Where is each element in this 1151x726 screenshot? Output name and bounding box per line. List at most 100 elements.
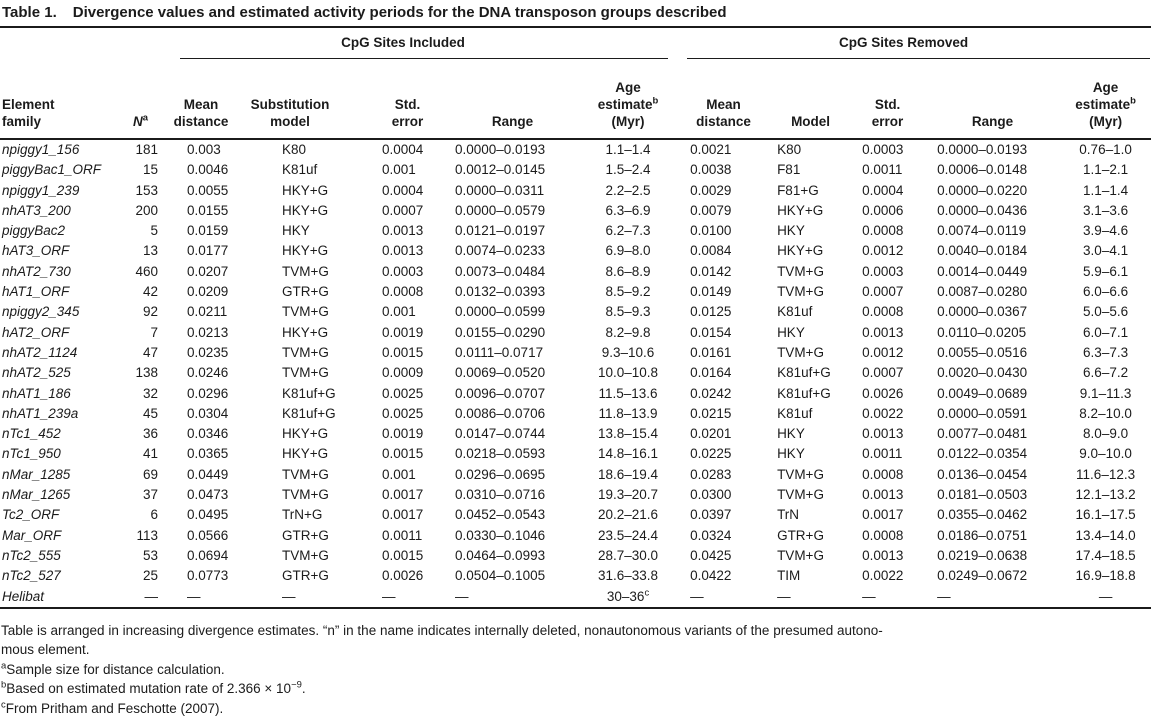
cell-inc-age-estimate: 6.3–6.9 bbox=[605, 202, 651, 218]
cell-rem-std-error: 0.0003 bbox=[862, 263, 904, 279]
cell-rem-age-estimate: 1.1–2.1 bbox=[1083, 162, 1129, 178]
cell-inc-age-estimate: 28.7–30.0 bbox=[598, 547, 659, 563]
col-header-mean-distance-included: Mean distance bbox=[162, 59, 240, 140]
cell-inc-age-estimate: 30–36c bbox=[606, 587, 650, 604]
cell-inc-age-estimate: 6.2–7.3 bbox=[605, 223, 651, 239]
cell-inc-std-error: 0.001 bbox=[382, 162, 416, 178]
cell-rem-age-estimate: 6.0–6.6 bbox=[1083, 284, 1129, 300]
cell-rem-mean-distance: 0.0324 bbox=[690, 527, 732, 543]
cell-rem-mean-distance: 0.0242 bbox=[690, 385, 732, 401]
col-header-range-removed: Range bbox=[925, 59, 1061, 140]
cell-rem-age-estimate: 8.2–10.0 bbox=[1079, 405, 1132, 421]
cell-rem-std-error: 0.0011 bbox=[862, 446, 903, 462]
cell-rem-model: GTR+G bbox=[777, 527, 824, 543]
cell-element-family: npiggy2_345 bbox=[2, 304, 80, 320]
cell-inc-substitution-model: TVM+G bbox=[282, 365, 329, 381]
cell-rem-age-estimate: 0.76–1.0 bbox=[1079, 142, 1132, 157]
cell-rem-model: TVM+G bbox=[777, 344, 824, 360]
cell-rem-range: 0.0000–0.0193 bbox=[937, 142, 1028, 157]
cell-inc-std-error: 0.0004 bbox=[382, 142, 424, 157]
cell-n: 7 bbox=[150, 324, 158, 340]
table-row: piggyBac1_ORF 15 0.0046 K81uf 0.001 0.0012–0.… bbox=[0, 160, 1151, 180]
cell-inc-substitution-model: GTR+G bbox=[282, 568, 329, 584]
cell-rem-range: 0.0000–0.0591 bbox=[937, 405, 1028, 421]
cell-inc-std-error: 0.0026 bbox=[382, 568, 424, 584]
cell-rem-range: 0.0000–0.0367 bbox=[937, 304, 1028, 320]
table-row: nTc2_555 53 0.0694 TVM+G 0.0015 0.0464–0.0993… bbox=[0, 546, 1151, 566]
cell-inc-substitution-model: HKY+G bbox=[282, 243, 329, 259]
cell-element-family: nTc2_555 bbox=[2, 547, 61, 563]
cell-n: 42 bbox=[142, 284, 158, 300]
table-row: hAT3_ORF 13 0.0177 HKY+G 0.0013 0.0074–0.0233… bbox=[0, 241, 1151, 261]
cell-inc-std-error: 0.0015 bbox=[382, 446, 424, 462]
cell-rem-mean-distance: 0.0161 bbox=[690, 344, 732, 360]
cell-inc-age-estimate: 31.6–33.8 bbox=[598, 568, 659, 584]
cell-inc-range: 0.0121–0.0197 bbox=[455, 223, 546, 239]
cell-rem-model: HKY+G bbox=[777, 243, 824, 259]
cell-inc-substitution-model: HKY+G bbox=[282, 324, 329, 340]
cell-inc-mean-distance: 0.0495 bbox=[187, 507, 229, 523]
cell-inc-std-error: 0.0008 bbox=[382, 284, 424, 300]
cell-rem-mean-distance: 0.0425 bbox=[690, 547, 732, 563]
col-header-element-family: Element family bbox=[0, 59, 118, 140]
cell-rem-age-estimate: 12.1–13.2 bbox=[1075, 487, 1136, 503]
cell-rem-range: 0.0049–0.0689 bbox=[937, 385, 1028, 401]
cell-inc-mean-distance: 0.0694 bbox=[187, 547, 229, 563]
cell-inc-substitution-model: HKY+G bbox=[282, 202, 329, 218]
cell-inc-range: 0.0310–0.0716 bbox=[455, 487, 546, 503]
cell-rem-model: F81+G bbox=[777, 182, 819, 198]
cell-inc-substitution-model: HKY bbox=[282, 223, 310, 239]
cell-inc-range: — bbox=[455, 588, 469, 604]
cell-rem-model: HKY bbox=[777, 446, 805, 462]
cell-inc-age-estimate: 20.2–21.6 bbox=[598, 507, 659, 523]
table-row: nhAT3_200 200 0.0155 HKY+G 0.0007 0.0000–0.05… bbox=[0, 201, 1151, 221]
cell-rem-std-error: 0.0008 bbox=[862, 466, 904, 482]
cell-inc-mean-distance: 0.0346 bbox=[187, 426, 229, 442]
cell-rem-mean-distance: 0.0084 bbox=[690, 243, 732, 259]
cell-inc-range: 0.0000–0.0579 bbox=[455, 202, 546, 218]
cell-inc-age-estimate: 8.5–9.3 bbox=[605, 304, 651, 320]
cell-inc-std-error: 0.0015 bbox=[382, 547, 424, 563]
cell-inc-range: 0.0086–0.0706 bbox=[455, 405, 546, 421]
cell-rem-mean-distance: 0.0154 bbox=[690, 324, 732, 340]
cell-rem-range: 0.0219–0.0638 bbox=[937, 547, 1028, 563]
cell-rem-age-estimate: 9.1–11.3 bbox=[1079, 385, 1132, 401]
cell-element-family: nhAT1_186 bbox=[2, 385, 71, 401]
cell-inc-age-estimate: 11.5–13.6 bbox=[598, 385, 658, 401]
cell-rem-mean-distance: 0.0125 bbox=[690, 304, 732, 320]
table-row: nTc1_452 36 0.0346 HKY+G 0.0019 0.0147–0.0744… bbox=[0, 424, 1151, 444]
cell-rem-age-estimate: 3.9–4.6 bbox=[1083, 223, 1129, 239]
cell-inc-age-estimate: 19.3–20.7 bbox=[598, 487, 659, 503]
cell-rem-model: TVM+G bbox=[777, 284, 824, 300]
cell-inc-mean-distance: 0.003 bbox=[187, 142, 221, 157]
footnotes: Table is arranged in increasing divergen… bbox=[0, 621, 1151, 719]
cell-inc-substitution-model: — bbox=[282, 588, 296, 604]
cell-rem-age-estimate: 1.1–1.4 bbox=[1083, 182, 1129, 198]
cell-n: 36 bbox=[142, 426, 158, 442]
cell-rem-model: HKY bbox=[777, 324, 805, 340]
cell-rem-mean-distance: 0.0038 bbox=[690, 162, 732, 178]
table-row: hAT1_ORF 42 0.0209 GTR+G 0.0008 0.0132–0.0393… bbox=[0, 282, 1151, 302]
cell-inc-mean-distance: 0.0055 bbox=[187, 182, 229, 198]
cell-element-family: nTc1_452 bbox=[2, 426, 61, 442]
cell-element-family: hAT3_ORF bbox=[2, 243, 70, 259]
cell-rem-age-estimate: 8.0–9.0 bbox=[1083, 426, 1129, 442]
cell-inc-range: 0.0464–0.0993 bbox=[455, 547, 546, 563]
cell-n: 15 bbox=[142, 162, 158, 178]
cell-rem-model: HKY bbox=[777, 426, 805, 442]
cell-rem-std-error: 0.0012 bbox=[862, 344, 904, 360]
cell-inc-range: 0.0096–0.0707 bbox=[455, 385, 546, 401]
col-header-std-error-included: Std. error bbox=[370, 59, 445, 140]
table-row: nMar_1285 69 0.0449 TVM+G 0.001 0.0296–0.0695… bbox=[0, 465, 1151, 485]
cell-inc-mean-distance: 0.0155 bbox=[187, 202, 229, 218]
cell-rem-std-error: 0.0013 bbox=[862, 487, 904, 503]
cell-rem-model: TVM+G bbox=[777, 487, 824, 503]
table-row: piggyBac2 5 0.0159 HKY 0.0013 0.0121–0.0197 6.… bbox=[0, 221, 1151, 241]
cell-inc-mean-distance: 0.0177 bbox=[187, 243, 229, 259]
cell-rem-age-estimate: 3.1–3.6 bbox=[1083, 202, 1129, 218]
cell-rem-model: TrN bbox=[777, 507, 800, 523]
cell-rem-mean-distance: 0.0149 bbox=[690, 284, 732, 300]
cell-rem-range: 0.0000–0.0220 bbox=[937, 182, 1028, 198]
cell-rem-range: 0.0110–0.0205 bbox=[937, 324, 1027, 340]
cell-n: 153 bbox=[135, 182, 158, 198]
